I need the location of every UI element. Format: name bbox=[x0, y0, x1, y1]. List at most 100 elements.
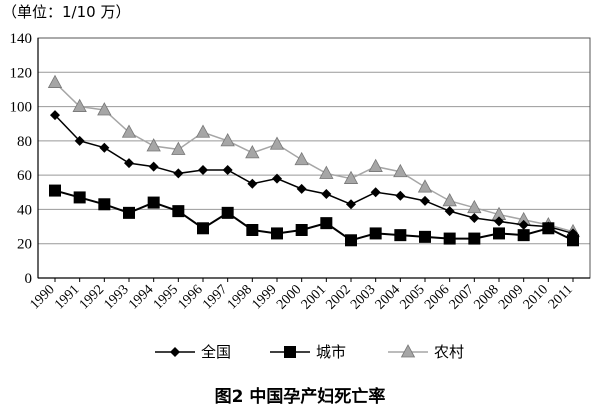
x-tick-label: 2000 bbox=[274, 282, 304, 312]
x-tick-label: 2008 bbox=[471, 282, 501, 312]
data-point bbox=[394, 229, 407, 242]
data-point bbox=[468, 232, 481, 245]
data-point bbox=[517, 229, 530, 242]
data-point bbox=[271, 227, 283, 240]
series-diamond bbox=[50, 110, 578, 239]
data-point bbox=[319, 165, 334, 179]
data-point bbox=[269, 136, 285, 150]
data-point bbox=[97, 102, 112, 116]
legend-label: 城市 bbox=[316, 343, 346, 361]
data-point bbox=[296, 183, 307, 194]
data-point bbox=[221, 206, 234, 219]
data-point bbox=[567, 234, 579, 247]
data-point bbox=[345, 234, 357, 247]
data-point bbox=[47, 74, 63, 88]
data-point bbox=[443, 232, 456, 245]
x-tick-label: 1997 bbox=[200, 282, 230, 312]
x-tick-label: 1991 bbox=[52, 282, 82, 312]
y-tick-label: 60 bbox=[17, 168, 32, 184]
data-point bbox=[146, 138, 161, 152]
x-tick-label: 1996 bbox=[175, 282, 205, 312]
x-tick-label: 2011 bbox=[546, 282, 576, 312]
axes bbox=[37, 37, 591, 282]
data-point bbox=[50, 110, 60, 121]
data-point bbox=[172, 205, 185, 218]
data-point bbox=[121, 124, 137, 138]
x-tick-label: 1993 bbox=[101, 282, 131, 312]
data-point bbox=[220, 133, 235, 147]
x-tick-label: 2007 bbox=[447, 282, 477, 312]
data-point bbox=[420, 195, 430, 206]
data-point bbox=[518, 219, 529, 230]
data-point bbox=[369, 227, 382, 240]
x-tick-label: 1994 bbox=[126, 282, 156, 312]
data-point bbox=[294, 151, 309, 166]
x-tick-label: 1999 bbox=[249, 282, 279, 312]
data-point bbox=[368, 158, 383, 172]
data-point bbox=[444, 206, 455, 217]
legend-item: 农村 bbox=[388, 343, 464, 361]
series-line bbox=[54, 114, 574, 235]
series-triangle bbox=[47, 74, 581, 238]
legend-label: 全国 bbox=[201, 343, 231, 361]
data-point bbox=[346, 199, 356, 210]
data-point bbox=[99, 142, 110, 153]
legend-marker bbox=[400, 344, 416, 358]
x-tick-label: 2010 bbox=[521, 282, 551, 312]
data-point bbox=[467, 199, 482, 214]
y-tick-label: 20 bbox=[17, 237, 32, 253]
x-tick-label: 1992 bbox=[77, 282, 107, 312]
data-point bbox=[198, 165, 208, 175]
data-point bbox=[493, 227, 505, 240]
data-point bbox=[123, 206, 135, 219]
x-tick-label: 1998 bbox=[225, 282, 255, 312]
data-point bbox=[272, 173, 282, 184]
series-square bbox=[49, 184, 579, 247]
chart-caption: 图2 中国孕产妇死亡率 bbox=[214, 387, 386, 407]
data-point bbox=[494, 216, 504, 227]
data-point bbox=[320, 217, 333, 230]
data-point bbox=[148, 161, 159, 172]
x-tick-labels: 1990199119921993199419951996199719981999… bbox=[27, 282, 575, 312]
y-tick-labels: 0 20 40 60 80 100 120 140 bbox=[10, 31, 33, 287]
data-point bbox=[197, 222, 209, 235]
data-point bbox=[124, 158, 134, 169]
y-tick-label: 140 bbox=[10, 31, 33, 47]
data-point bbox=[419, 230, 431, 243]
x-tick-label: 2001 bbox=[299, 282, 329, 312]
series-group bbox=[47, 74, 581, 247]
x-tick-label: 2009 bbox=[496, 282, 526, 312]
data-point bbox=[321, 189, 332, 199]
data-point bbox=[72, 98, 87, 112]
y-tick-label: 0 bbox=[25, 271, 33, 287]
series-line bbox=[54, 189, 574, 242]
data-point bbox=[295, 224, 308, 236]
data-point bbox=[442, 193, 457, 207]
data-point bbox=[370, 187, 381, 198]
legend-label: 农村 bbox=[434, 343, 464, 361]
x-tick-label: 2003 bbox=[348, 282, 378, 312]
x-tick-label: 2002 bbox=[323, 282, 353, 312]
data-point bbox=[49, 184, 61, 197]
data-point bbox=[147, 196, 160, 209]
unit-label: （单位：1/10 万） bbox=[2, 3, 131, 21]
data-point bbox=[74, 135, 85, 146]
y-tick-label: 80 bbox=[17, 134, 32, 150]
y-tick-label: 100 bbox=[10, 100, 33, 116]
data-point bbox=[195, 124, 211, 138]
y-tick-label: 40 bbox=[17, 202, 32, 218]
data-point bbox=[222, 165, 233, 175]
data-point bbox=[73, 191, 86, 204]
data-point bbox=[245, 145, 260, 159]
data-point bbox=[417, 179, 433, 193]
data-point bbox=[246, 224, 259, 236]
legend: 全国 城市 农村 bbox=[155, 343, 464, 361]
data-point bbox=[542, 222, 555, 235]
x-tick-label: 2004 bbox=[373, 282, 403, 312]
data-point bbox=[98, 198, 111, 211]
data-point bbox=[171, 141, 186, 155]
series-line bbox=[54, 82, 574, 233]
x-tick-label: 2006 bbox=[422, 282, 452, 312]
data-point bbox=[173, 168, 184, 179]
